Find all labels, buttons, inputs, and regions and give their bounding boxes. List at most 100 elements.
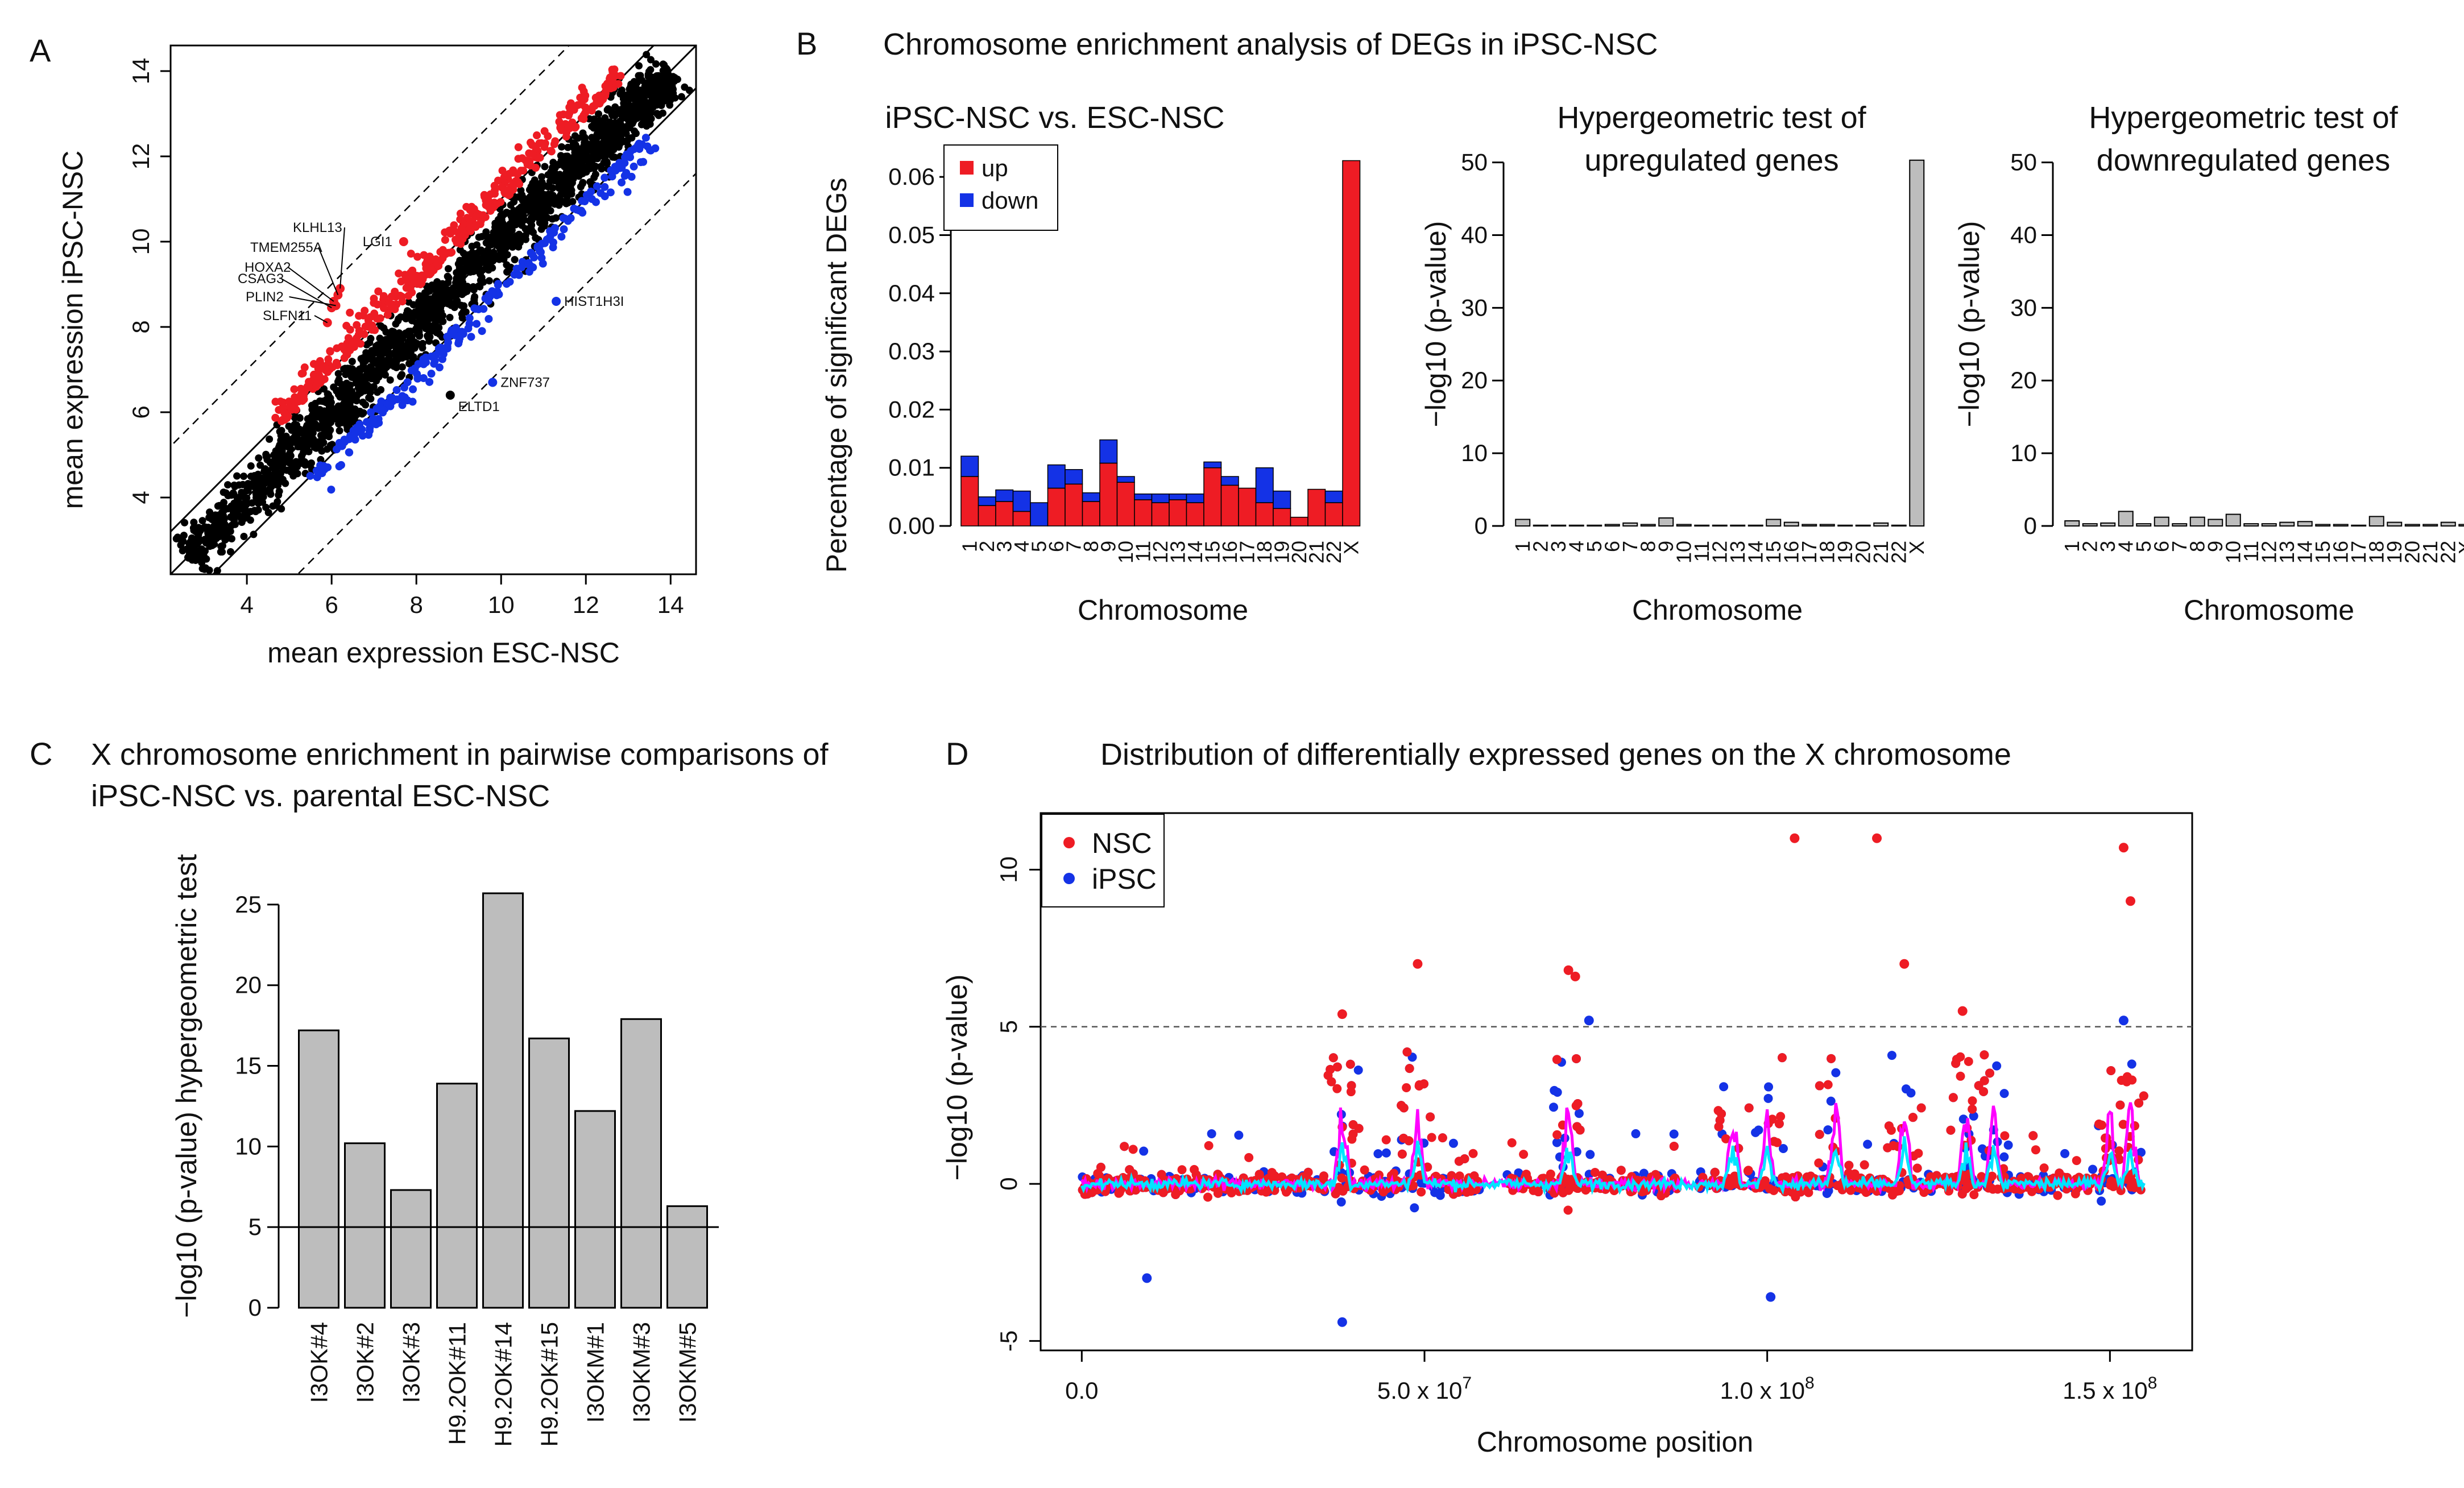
point-nsc [1402, 1047, 1412, 1057]
point-none [381, 371, 389, 379]
point-nsc [1725, 1181, 1735, 1191]
bar-up [1255, 502, 1274, 527]
gene-label: ELTD1 [458, 399, 500, 415]
bar [2136, 523, 2152, 527]
point-none [405, 360, 413, 368]
point-none [240, 533, 248, 541]
bar-up [1220, 484, 1239, 527]
point-none [177, 541, 185, 549]
point-nsc [1815, 1130, 1824, 1139]
x-tick-label: 15 [1200, 541, 1224, 563]
x-tick-label: 5.0 x 107 [1377, 1374, 1472, 1404]
c-y-axis-label: −log10 (p-value) hypergeometric test [171, 854, 202, 1318]
bar-down [1324, 490, 1343, 503]
point-none [616, 90, 624, 98]
point-down [464, 324, 473, 333]
point-up [271, 413, 280, 422]
bar-down [1151, 493, 1170, 503]
point-ipsc [1823, 1125, 1833, 1135]
point-none [469, 285, 477, 293]
point-none [540, 182, 548, 190]
x-tick-label: 14 [1744, 541, 1767, 563]
point-down [527, 248, 535, 257]
point-none [368, 384, 376, 392]
bar [1837, 524, 1853, 527]
point-none [640, 90, 648, 98]
point-nsc [1774, 1119, 1784, 1129]
point-none [610, 139, 618, 147]
point-nsc [1957, 1189, 1967, 1199]
point-nsc [1956, 1071, 1965, 1081]
point-up [482, 196, 490, 205]
panel-d-title: Distribution of differentially expressed… [1100, 737, 2011, 772]
bar-down [1220, 476, 1239, 486]
point-nsc [1417, 1187, 1426, 1197]
point-none [522, 203, 530, 211]
point-none [210, 540, 218, 548]
x-tick-label: 21 [1305, 541, 1328, 563]
y-tick-label: 8 [127, 320, 154, 333]
point-none [659, 60, 667, 68]
point-none [367, 353, 375, 360]
point-ipsc [1999, 1152, 2009, 1162]
point-none [289, 472, 297, 480]
x-tick-label: 18 [1815, 541, 1838, 563]
point-ipsc [1823, 1186, 1833, 1196]
point-none [491, 224, 499, 232]
point-down [597, 189, 605, 197]
point-up [402, 284, 411, 292]
y-tick-label: 0.06 [888, 163, 935, 190]
point-nsc [1563, 1205, 1573, 1215]
point-none [237, 505, 245, 513]
point-up [479, 211, 487, 219]
point-none [192, 528, 200, 536]
legend-up-label: up [982, 155, 1008, 181]
d-x-axis-label: Chromosome position [1477, 1426, 1753, 1458]
point-down [645, 146, 654, 155]
y-tick-label: 10 [2010, 440, 2037, 466]
gene-label: KLHL13 [293, 220, 342, 235]
b3-bars [2064, 511, 2464, 527]
point-ipsc [1552, 1138, 1562, 1147]
point-none [363, 341, 371, 349]
point-none [517, 186, 525, 194]
point-none [254, 475, 262, 483]
point-ipsc [1887, 1051, 1896, 1060]
point-none [668, 83, 676, 91]
b3-title-line1: Hypergeometric test of [2089, 101, 2398, 135]
bar-up [1151, 502, 1170, 527]
x-tick-label: 8 [410, 591, 423, 618]
x-tick-label: 17 [1235, 541, 1258, 563]
x-tick-label: 21 [1869, 541, 1892, 563]
point-none [202, 555, 210, 563]
point-nsc [1204, 1141, 1214, 1150]
point-nsc [2114, 1146, 2124, 1156]
point-nsc [2134, 1098, 2144, 1108]
point-none [334, 370, 342, 378]
point-down [306, 471, 314, 480]
point-ipsc [1766, 1292, 1776, 1302]
point-none [317, 440, 325, 448]
bar [1515, 519, 1531, 527]
x-tick-exponent: 8 [1805, 1374, 1815, 1392]
point-nsc [1345, 1059, 1355, 1069]
point-up [277, 417, 285, 425]
point-none [444, 272, 452, 280]
point-down [618, 163, 626, 172]
point-up [614, 80, 623, 88]
b2-axes: 12345678910111213141516171819202122X0102… [1461, 149, 1928, 563]
point-nsc [1960, 1176, 1969, 1186]
point-ipsc [2127, 1059, 2136, 1069]
y-tick-label: 30 [1461, 294, 1488, 321]
bar [620, 1018, 662, 1309]
point-nsc [1327, 1077, 1336, 1087]
y-tick-label: 50 [1461, 149, 1488, 176]
x-tick-label: 20 [1287, 541, 1311, 563]
x-tick-label: I3OKM#3 [628, 1322, 655, 1423]
bar-down [1099, 439, 1118, 464]
point-up [321, 364, 330, 372]
point-up [292, 405, 300, 414]
bar [2243, 523, 2259, 527]
point-none [590, 135, 598, 143]
point-nsc [1244, 1153, 1254, 1162]
